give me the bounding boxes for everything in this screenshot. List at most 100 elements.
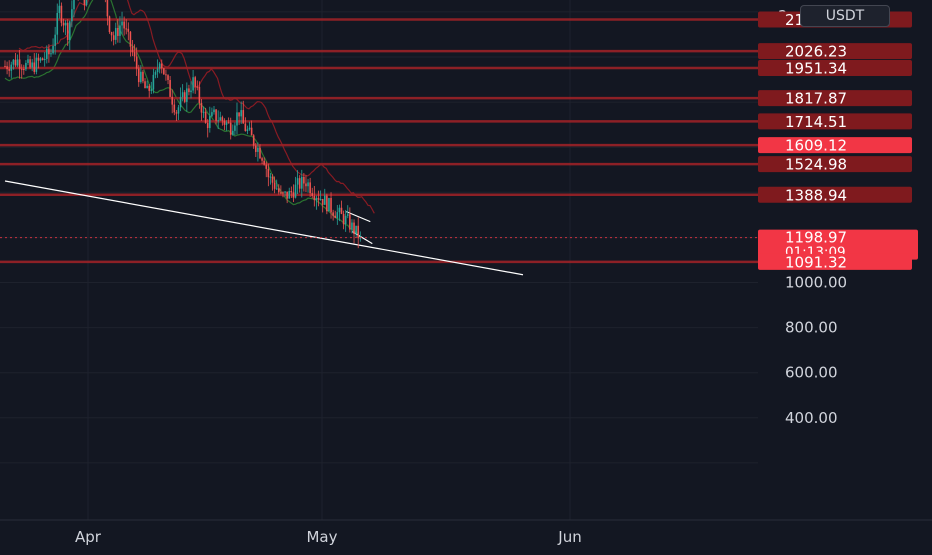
candle-body [129, 31, 132, 47]
candle-body [160, 63, 163, 69]
candle-body [154, 72, 157, 75]
candle-body [305, 183, 307, 187]
candle-body [351, 222, 353, 230]
candle-body [353, 222, 355, 235]
price-tick-label: 400.00 [785, 409, 838, 427]
currency-selector[interactable]: USDT [800, 5, 890, 27]
candle-body [263, 160, 265, 165]
candle-body [58, 5, 61, 13]
price-level-label: 1609.12 [785, 137, 847, 155]
candle-body [242, 110, 245, 124]
candle-body [62, 22, 65, 26]
candle-body [255, 145, 257, 152]
candle-body [307, 182, 309, 187]
candle-body [277, 188, 280, 193]
moving-average-slow [18, 0, 375, 214]
candle-body [346, 214, 349, 216]
candle-body [232, 130, 234, 135]
candle-body [326, 195, 328, 212]
candle-body [275, 188, 278, 190]
trendline [4, 180, 524, 276]
candle-body [284, 191, 286, 193]
price-level-label: 1524.98 [785, 156, 847, 174]
candle-body [66, 22, 69, 40]
price-axis[interactable]: 400.00600.00800.001000.002400.002600.002… [758, 0, 912, 427]
candle-body [186, 88, 188, 102]
candle-body [68, 21, 71, 40]
candle-body [183, 92, 186, 102]
price-tick-label: 1000.00 [785, 274, 847, 292]
candle-body [271, 176, 274, 183]
candle-body [202, 111, 205, 113]
candle-body [148, 85, 151, 91]
candle-body [340, 207, 343, 214]
candle-body [188, 88, 190, 93]
candle-body [344, 215, 347, 225]
candle-body [313, 195, 316, 201]
candle-body [43, 58, 46, 61]
candle-body [229, 122, 232, 135]
candle-body [29, 59, 31, 68]
candle-body [83, 0, 86, 5]
current-price-label: 1198.97 [785, 229, 847, 247]
candle-body [357, 225, 360, 239]
candle-body [315, 197, 318, 201]
candle-body [296, 178, 299, 185]
candle-body [225, 122, 228, 125]
candle-body [311, 193, 314, 196]
candle-body [286, 191, 288, 199]
candle-body [144, 81, 146, 89]
candle-body [35, 57, 38, 72]
candle-body [152, 74, 155, 90]
candle-body [175, 112, 178, 114]
price-level-label-bg [758, 137, 912, 154]
time-axis[interactable]: Apr May Jun [0, 519, 932, 546]
candle-body [248, 127, 251, 130]
candle-body [110, 32, 113, 36]
candle-body [179, 97, 182, 108]
price-tick-label: 800.00 [785, 319, 838, 337]
candle-body [330, 197, 332, 213]
candle-body [328, 197, 330, 212]
candle-body [192, 77, 194, 91]
candle-body [142, 71, 144, 82]
price-tick-label: 600.00 [785, 364, 838, 382]
candle-body [223, 120, 226, 125]
candle-body [227, 122, 230, 124]
candle-body [238, 112, 240, 117]
price-level-label: 1714.51 [785, 113, 847, 131]
candle-body [112, 35, 115, 40]
candle-body [140, 71, 142, 83]
price-level-label: 1388.94 [785, 186, 847, 204]
candle-body [349, 214, 351, 230]
time-tick-label: May [306, 528, 337, 546]
candle-body [37, 57, 40, 61]
time-tick-label: Jun [557, 528, 581, 546]
candle-body [125, 28, 128, 30]
time-tick-label: Apr [75, 528, 102, 546]
candle-body [273, 182, 276, 189]
candle-body [217, 120, 219, 122]
candle-body [163, 68, 165, 75]
candle-body [332, 212, 334, 216]
candle-body [252, 135, 255, 146]
candle-body [169, 79, 171, 97]
candle-body [209, 116, 211, 129]
price-level-label-bg [758, 253, 912, 270]
candle-body [64, 22, 67, 26]
candle-body [39, 58, 42, 61]
candle-body [119, 25, 121, 36]
price-level-label-bg [758, 113, 912, 130]
candle-body [298, 178, 301, 189]
candle-body [8, 69, 10, 71]
candle-body [27, 59, 29, 63]
candle-body [131, 46, 134, 53]
candle-body [267, 168, 270, 178]
price-level-label: 1091.32 [785, 253, 847, 271]
current-price-badge [758, 229, 918, 260]
candle-body [196, 86, 199, 88]
candle-body [219, 117, 222, 121]
candle-body [71, 9, 73, 22]
